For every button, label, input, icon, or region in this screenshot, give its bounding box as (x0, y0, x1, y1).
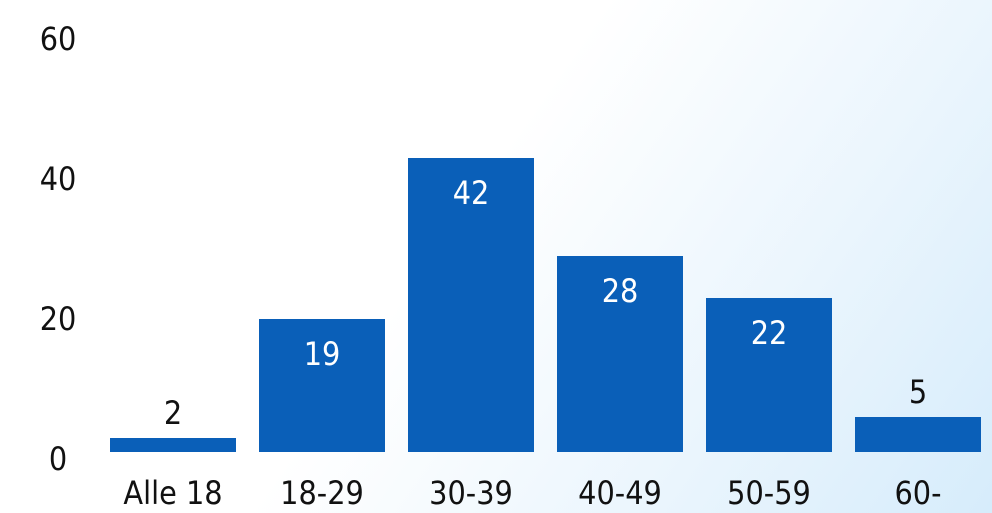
data-label-0: 2 (164, 394, 182, 432)
data-labels: 2 19 42 28 22 5 (164, 174, 927, 432)
x-tick-label-0: Alle 18 (123, 474, 222, 512)
x-tick-label-2: 30-39 (429, 474, 513, 512)
x-tick-label-5: 60- (894, 474, 941, 512)
x-tick-label-4: 50-59 (727, 474, 811, 512)
x-tick-label-3: 40-49 (578, 474, 662, 512)
data-label-2: 42 (453, 174, 490, 212)
bar-30-39 (408, 158, 534, 452)
bar-40-49 (557, 256, 683, 452)
y-tick-label-0: 0 (49, 440, 67, 478)
y-tick-label-40: 40 (40, 160, 77, 198)
data-label-5: 5 (909, 373, 927, 411)
data-label-3: 28 (602, 272, 639, 310)
y-axis: 0 20 40 60 (40, 20, 77, 478)
bars (110, 158, 981, 452)
y-tick-label-60: 60 (40, 20, 77, 58)
bar-alle-18 (110, 438, 236, 452)
data-label-1: 19 (304, 335, 341, 373)
bar-18-29 (259, 319, 385, 452)
data-label-4: 22 (751, 314, 788, 352)
bar-50-59 (706, 298, 832, 452)
x-axis: Alle 18 18-29 30-39 40-49 50-59 60- (123, 474, 941, 512)
x-tick-label-1: 18-29 (280, 474, 364, 512)
bar-60 (855, 417, 981, 452)
y-tick-label-20: 20 (40, 300, 77, 338)
